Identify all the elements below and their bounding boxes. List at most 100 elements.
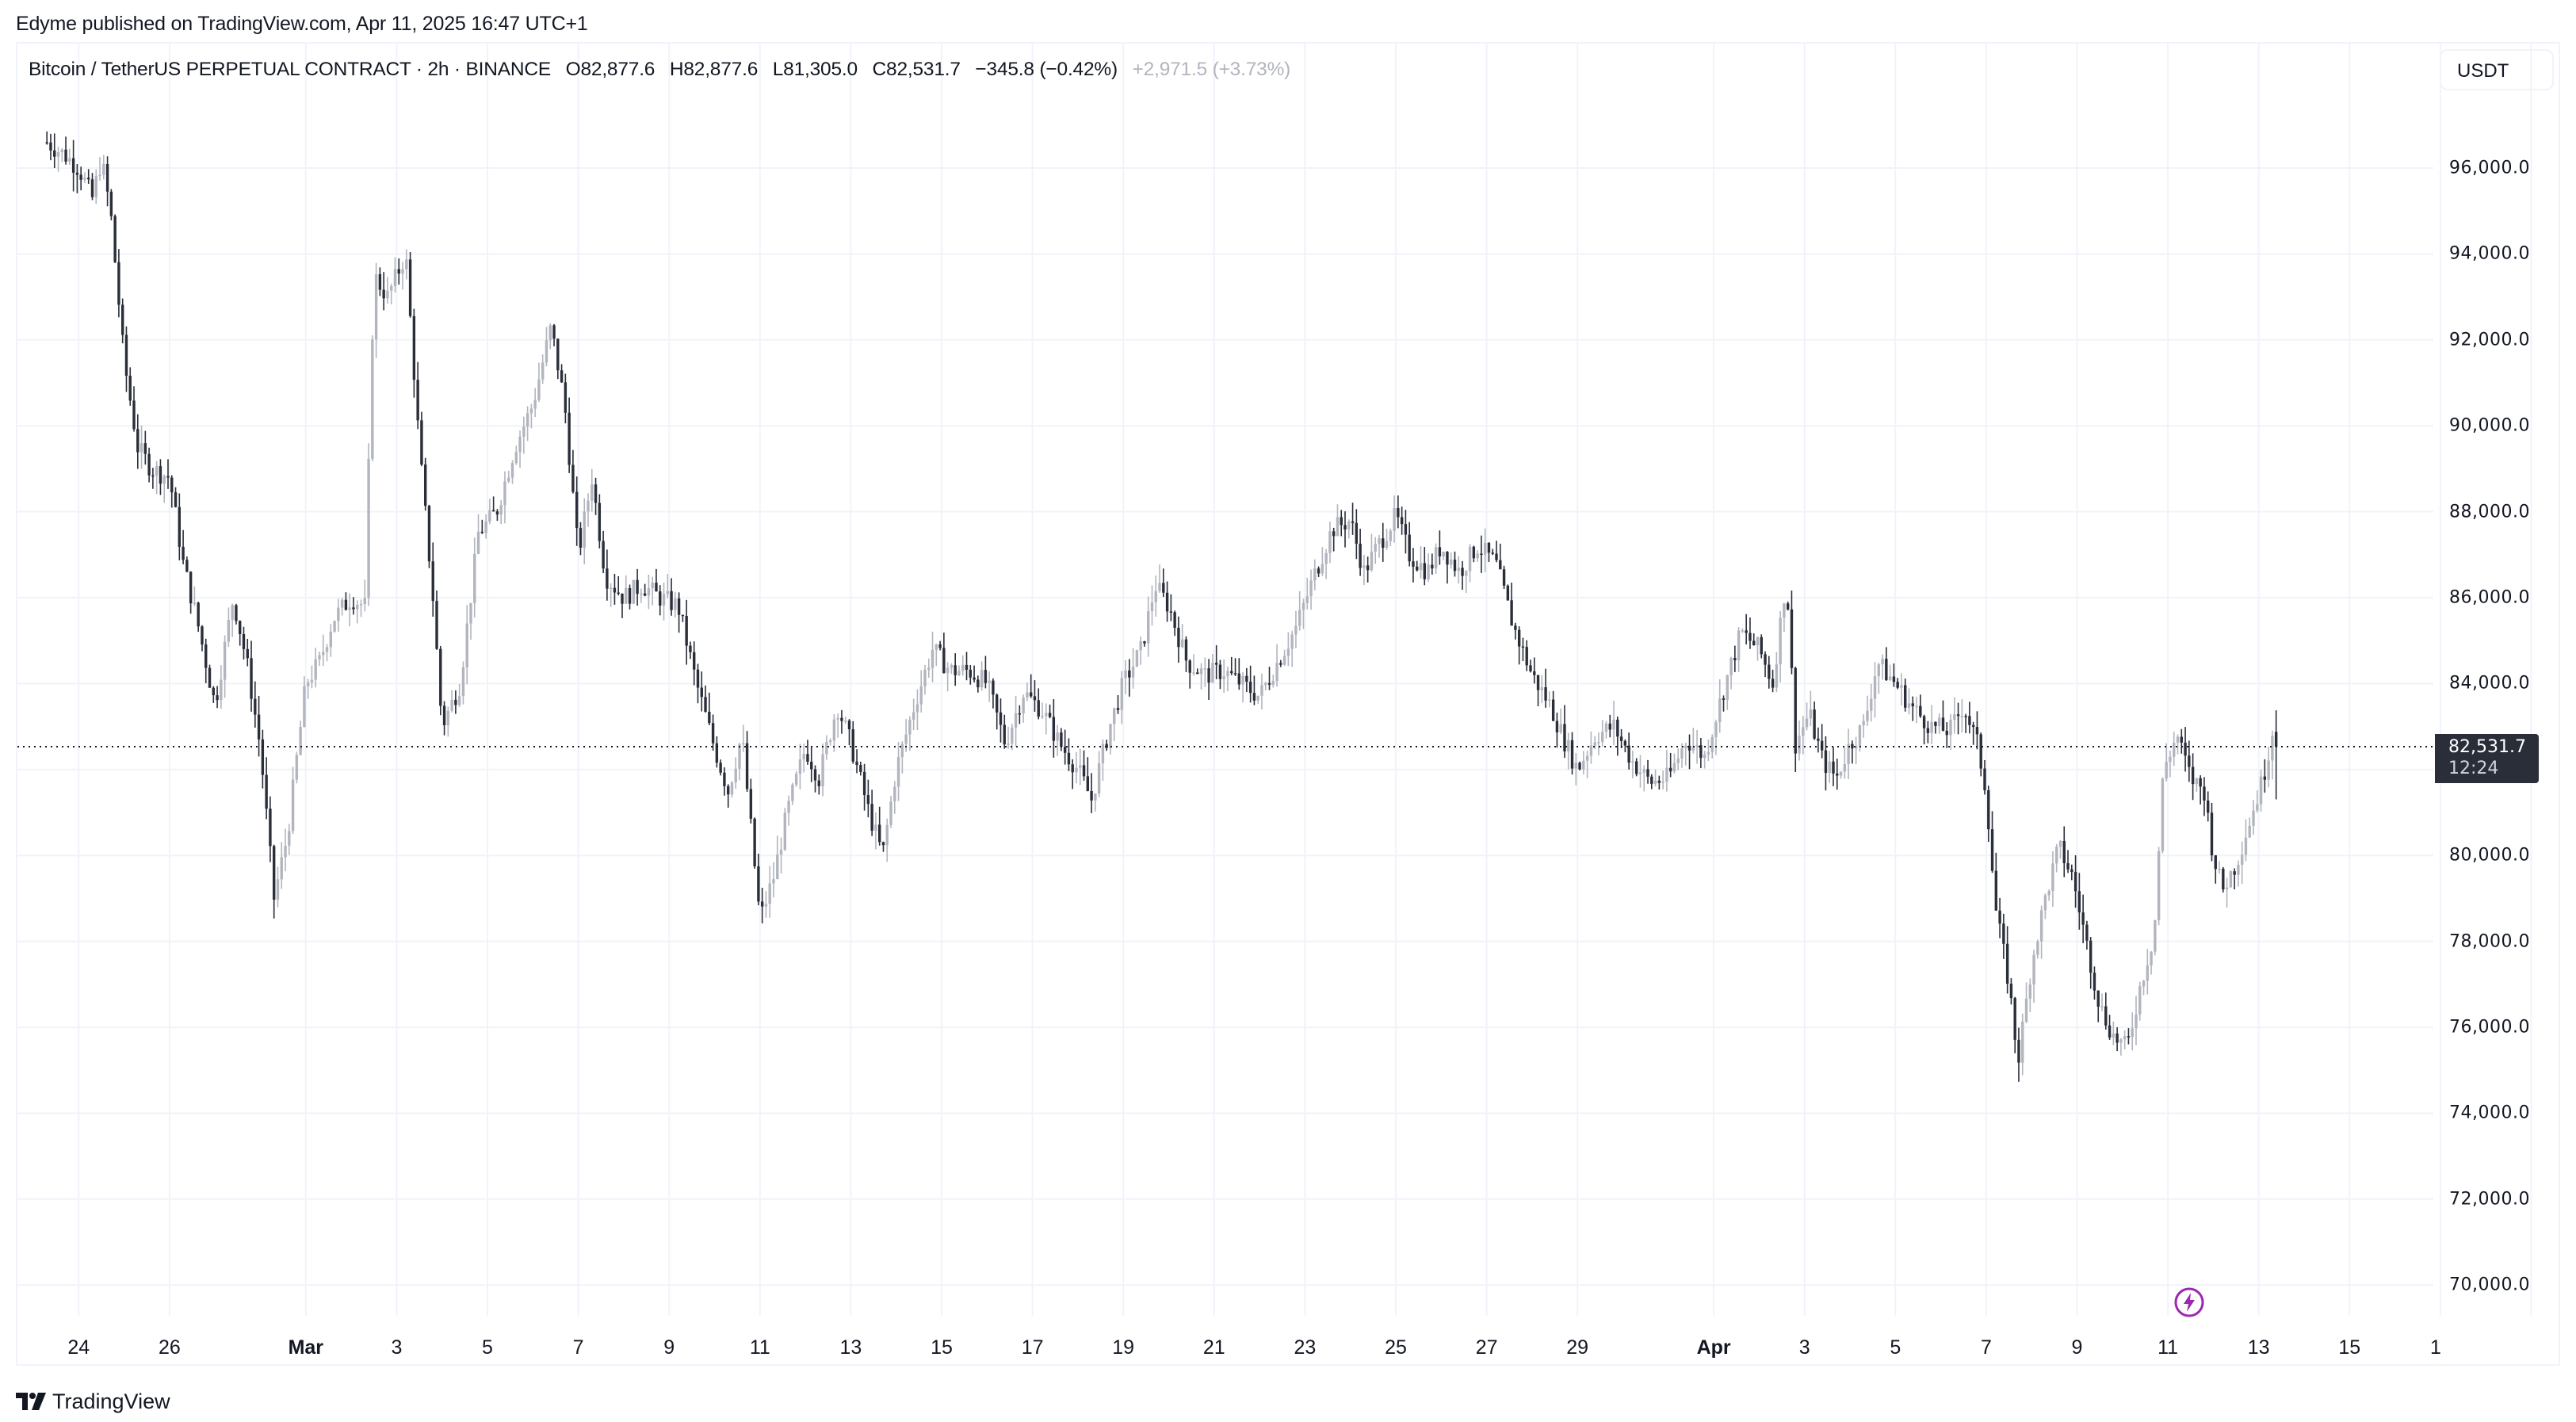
candle-body xyxy=(1298,610,1301,626)
candle-body xyxy=(174,492,178,507)
candle-body xyxy=(1563,724,1566,751)
candle-body xyxy=(132,400,136,430)
ohlc-change: −345.8 (−0.42%) xyxy=(975,59,1118,80)
candle-body xyxy=(1162,583,1165,593)
candle-body xyxy=(390,285,393,291)
candle-body xyxy=(1881,659,1884,665)
candle-body xyxy=(303,686,306,727)
last-price-value: 82,531.7 xyxy=(2448,737,2526,757)
candle-body xyxy=(488,510,491,522)
candle-body xyxy=(416,380,419,421)
candle-body xyxy=(1067,752,1071,765)
candle-body xyxy=(1446,552,1449,565)
candle-body xyxy=(363,598,366,605)
candle-body xyxy=(832,719,836,741)
tradingview-logo[interactable]: TradingView xyxy=(16,1386,170,1417)
candle-body xyxy=(128,376,132,401)
candle-body xyxy=(1135,650,1139,667)
candle-body xyxy=(1885,659,1888,681)
candle-body xyxy=(2024,998,2028,1022)
candle-body xyxy=(659,591,662,606)
candle-body xyxy=(1783,603,1786,618)
candle-body xyxy=(874,824,877,831)
candle-body xyxy=(1279,663,1282,665)
candle-body xyxy=(378,273,382,290)
candle-body xyxy=(2055,847,2058,864)
candle-body xyxy=(1343,525,1347,529)
candle-body xyxy=(1578,763,1581,770)
candle-body xyxy=(329,631,333,648)
candle-body xyxy=(2002,923,2005,944)
candle-body xyxy=(2108,1025,2112,1038)
candle-body xyxy=(1741,630,1745,632)
candle-body xyxy=(2214,855,2217,870)
candle-body xyxy=(352,607,355,610)
candle-body xyxy=(828,740,832,743)
logo-text: TradingView xyxy=(52,1389,170,1413)
lightning-bolt-icon[interactable] xyxy=(2173,1286,2205,1318)
candle-body xyxy=(1487,542,1491,553)
candle-body xyxy=(640,593,643,595)
candle-body xyxy=(1324,552,1328,564)
candle-body xyxy=(1851,743,1854,749)
time-axis-label: 13 xyxy=(839,1336,862,1359)
candle-body xyxy=(201,626,204,645)
candle-body xyxy=(1790,609,1794,668)
candle-body xyxy=(71,158,75,173)
candle-body xyxy=(1431,564,1434,569)
candle-body xyxy=(2043,895,2047,911)
candle-body xyxy=(2207,800,2210,813)
candle-body xyxy=(1180,639,1184,648)
candle-body xyxy=(344,599,348,610)
candle-body xyxy=(1336,517,1340,537)
candle-body xyxy=(1971,724,1975,728)
candle-body xyxy=(579,528,583,548)
candle-body xyxy=(1726,675,1729,700)
candle-body xyxy=(1165,592,1169,612)
candle-body xyxy=(866,795,870,805)
candle-body xyxy=(1097,763,1101,794)
symbol-title[interactable]: Bitcoin / TetherUS PERPETUAL CONTRACT · … xyxy=(29,59,551,80)
candle-body xyxy=(915,704,919,713)
candle-body xyxy=(1003,724,1006,745)
candle-body xyxy=(1956,714,1960,717)
candle-body xyxy=(621,593,624,604)
candle-body xyxy=(1661,782,1664,783)
candle-body xyxy=(1604,723,1608,732)
candle-body xyxy=(1904,685,1907,708)
candle-body xyxy=(2229,871,2233,888)
candle-body xyxy=(1207,668,1210,683)
candle-body xyxy=(1109,724,1112,748)
candle-body xyxy=(185,560,189,572)
candle-body xyxy=(609,587,613,590)
candle-body xyxy=(779,850,783,855)
candle-body xyxy=(992,680,995,695)
candle-body xyxy=(1214,663,1218,665)
candle-body xyxy=(1597,742,1600,743)
candle-body xyxy=(1294,625,1298,635)
candle-body xyxy=(1548,699,1551,701)
candle-body xyxy=(1131,666,1135,678)
candle-body xyxy=(1450,560,1453,565)
currency-button[interactable]: USDT xyxy=(2440,49,2554,90)
candle-body xyxy=(94,176,97,197)
candle-body xyxy=(117,262,120,305)
candle-body xyxy=(893,786,896,802)
candle-body xyxy=(1817,738,1820,741)
candle-body xyxy=(1317,568,1320,574)
candle-body xyxy=(693,652,696,670)
candle-body xyxy=(1056,732,1059,741)
candle-body xyxy=(2123,1036,2127,1040)
candle-body xyxy=(1370,551,1374,571)
candle-body xyxy=(806,754,809,762)
candle-body xyxy=(333,621,336,632)
candle-body xyxy=(49,142,52,151)
candle-body xyxy=(719,763,722,773)
candle-body xyxy=(647,588,651,596)
candle-body xyxy=(53,150,56,157)
candle-body xyxy=(2009,984,2013,999)
candle-body xyxy=(1858,725,1862,746)
price-axis-label: 70,000.0 xyxy=(2449,1275,2530,1295)
candle-body xyxy=(1264,682,1267,686)
